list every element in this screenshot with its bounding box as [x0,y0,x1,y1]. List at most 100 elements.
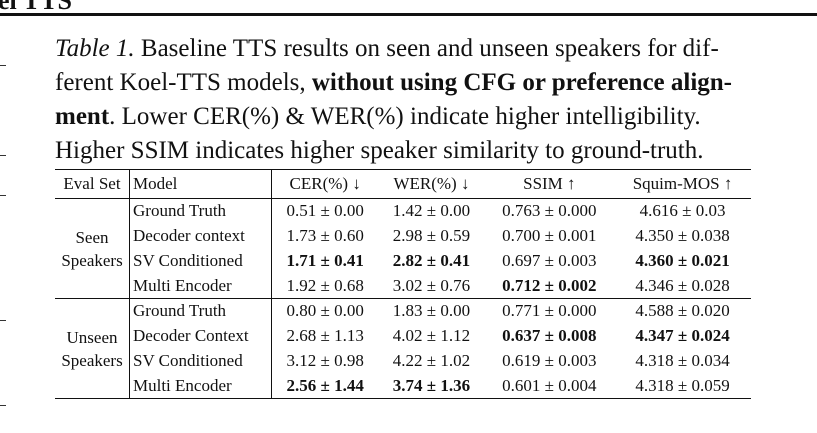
value-text: 1.71 ± 0.41 [286,251,364,270]
results-table: Eval Set Model CER(%) ↓ WER(%) ↓ SSIM ↑ Squim… [55,169,751,399]
value-cell: 4.347 ± 0.024 [614,324,751,349]
caption-text: Baseline TTS results on seen and unseen … [134,35,719,62]
value-cell: 0.80 ± 0.00 [272,299,379,324]
value-text: 4.588 ± 0.020 [635,301,730,321]
value-text: 0.763 ± 0.000 [502,201,597,221]
row-group: Seen Speakers Ground Truth 0.51 ± 0.00 1.42… [55,198,751,299]
table-row: Unseen Speakers Ground Truth 0.80 ± 0.00 1.… [55,298,751,399]
value-cell: 2.56 ± 1.44 [272,374,379,399]
value-cell: 4.350 ± 0.038 [614,224,751,249]
value-cell: 0.771 ± 0.000 [485,299,615,324]
value-text: 4.318 ± 0.034 [635,351,730,370]
caption-bold: ment [55,103,110,130]
header-cell: CER(%) ↓ [289,174,361,193]
value-text: 4.02 ± 1.12 [392,326,471,345]
value-cell: 0.51 ± 0.00 [272,199,379,224]
margin-tick [0,195,6,196]
value-cell: 3.74 ± 1.36 [378,374,484,399]
value-text: 4.347 ± 0.024 [635,326,730,345]
value-cell: 2.82 ± 0.41 [378,249,484,274]
value-text: 0.712 ± 0.002 [502,275,597,295]
group-cell: Unseen Speakers [55,298,130,399]
value-cell: 2.68 ± 1.13 [272,324,379,349]
value-cell: 0.712 ± 0.002 [485,274,615,299]
table-head: Eval Set Model CER(%) ↓ WER(%) ↓ SSIM ↑ Squim… [55,169,751,199]
caption-line: Table 1. Baseline TTS results on seen an… [55,32,775,66]
model-cell: SV Conditioned [129,348,272,374]
value-cell: 0.700 ± 0.001 [485,224,615,249]
caption: Table 1. Baseline TTS results on seen an… [55,32,775,168]
caption-line: Higher SSIM indicates higher speaker sim… [55,134,775,168]
value-text: 0.771 ± 0.000 [502,301,597,321]
value-cell: 4.360 ± 0.021 [614,249,751,274]
value-cell: 1.92 ± 0.68 [272,274,379,299]
value-text: 4.616 ± 0.03 [639,201,726,221]
value-text: 2.68 ± 1.13 [286,326,364,345]
value-text: 0.80 ± 0.00 [286,301,364,321]
value-text: 1.42 ± 0.00 [392,201,471,221]
value-text: 0.601 ± 0.004 [502,375,597,395]
model-cell: Decoder context [129,223,272,249]
value-cell: 0.763 ± 0.000 [485,199,615,224]
rule [0,13,817,16]
header-cell: Squim-MOS ↑ [632,174,733,193]
model-cell: Multi Encoder [129,373,272,399]
value-text: 3.02 ± 0.76 [392,275,471,295]
header-row: Eval Set Model CER(%) ↓ WER(%) ↓ SSIM ↑ Squim… [55,169,751,199]
value-text: 4.346 ± 0.028 [635,275,730,295]
model-cell: Ground Truth [129,198,272,224]
caption-text: ferent Koel-TTS models, [55,69,312,96]
group-label: Unseen Speakers [61,327,123,370]
value-text: 0.637 ± 0.008 [502,326,597,345]
caption-bold: without using CFG or preference align- [311,69,733,96]
caption-text: Higher SSIM indicates higher speaker sim… [55,137,704,164]
value-text: 4.360 ± 0.021 [635,251,730,270]
header-cell: Eval Set [55,169,130,199]
value-text: 2.56 ± 1.44 [286,375,364,395]
table-row: Multi Encoder 2.56 ± 1.44 3.74 ± 1.36 0.601… [55,373,751,399]
caption-text: . Lower CER(%) & WER(%) indicate higher … [109,103,701,130]
value-cell: 4.22 ± 1.02 [378,349,484,374]
value-text: 1.73 ± 0.60 [286,226,364,245]
value-cell: 3.02 ± 0.76 [378,274,484,299]
value-cell: 1.71 ± 0.41 [272,249,379,274]
value-cell: 4.02 ± 1.12 [378,324,484,349]
value-text: 4.318 ± 0.059 [635,375,730,395]
caption-line: ment. Lower CER(%) & WER(%) indicate hig… [55,100,775,134]
value-cell: 0.619 ± 0.003 [485,349,615,374]
value-text: 1.83 ± 0.00 [392,301,471,321]
value-cell: 4.346 ± 0.028 [614,274,751,299]
margin-tick [0,320,6,321]
group-cell: Seen Speakers [55,198,130,299]
group-label: Seen Speakers [61,227,123,270]
table-row: SV Conditioned 1.71 ± 0.41 2.82 ± 0.41 0.69… [55,248,751,274]
value-text: 0.697 ± 0.003 [502,251,597,270]
model-cell: Decoder Context [129,323,272,349]
model-cell: SV Conditioned [129,248,272,274]
value-cell: 4.318 ± 0.059 [614,374,751,399]
table-row: SV Conditioned 3.12 ± 0.98 4.22 ± 1.02 0.61… [55,348,751,374]
value-cell: 1.42 ± 0.00 [378,199,484,224]
value-text: 0.51 ± 0.00 [286,201,364,221]
value-cell: 0.697 ± 0.003 [485,249,615,274]
value-text: 4.350 ± 0.038 [635,226,730,245]
row-group: Unseen Speakers Ground Truth 0.80 ± 0.00 1.… [55,298,751,399]
value-cell: 4.588 ± 0.020 [614,299,751,324]
margin-tick [0,65,6,66]
value-text: 1.92 ± 0.68 [286,275,364,295]
caption-label: Table 1. [55,35,135,62]
table-row: Seen Speakers Ground Truth 0.51 ± 0.00 1.42… [55,198,751,299]
caption-line: ferent Koel-TTS models, without using CF… [55,66,775,100]
value-cell: 3.12 ± 0.98 [272,349,379,374]
header-cell: WER(%) ↓ [393,174,470,193]
value-cell: 1.83 ± 0.00 [378,299,484,324]
value-text: 0.619 ± 0.003 [502,351,597,370]
value-cell: 2.98 ± 0.59 [378,224,484,249]
margin-tick [0,155,6,156]
table-row: Multi Encoder 1.92 ± 0.68 3.02 ± 0.76 0.712… [55,273,751,299]
value-text: 4.22 ± 1.02 [392,351,471,370]
header-cell: SSIM ↑ [523,174,576,193]
table-row: Decoder Context 2.68 ± 1.13 4.02 ± 1.12 0.6… [55,323,751,349]
value-text: 2.98 ± 0.59 [392,226,471,245]
